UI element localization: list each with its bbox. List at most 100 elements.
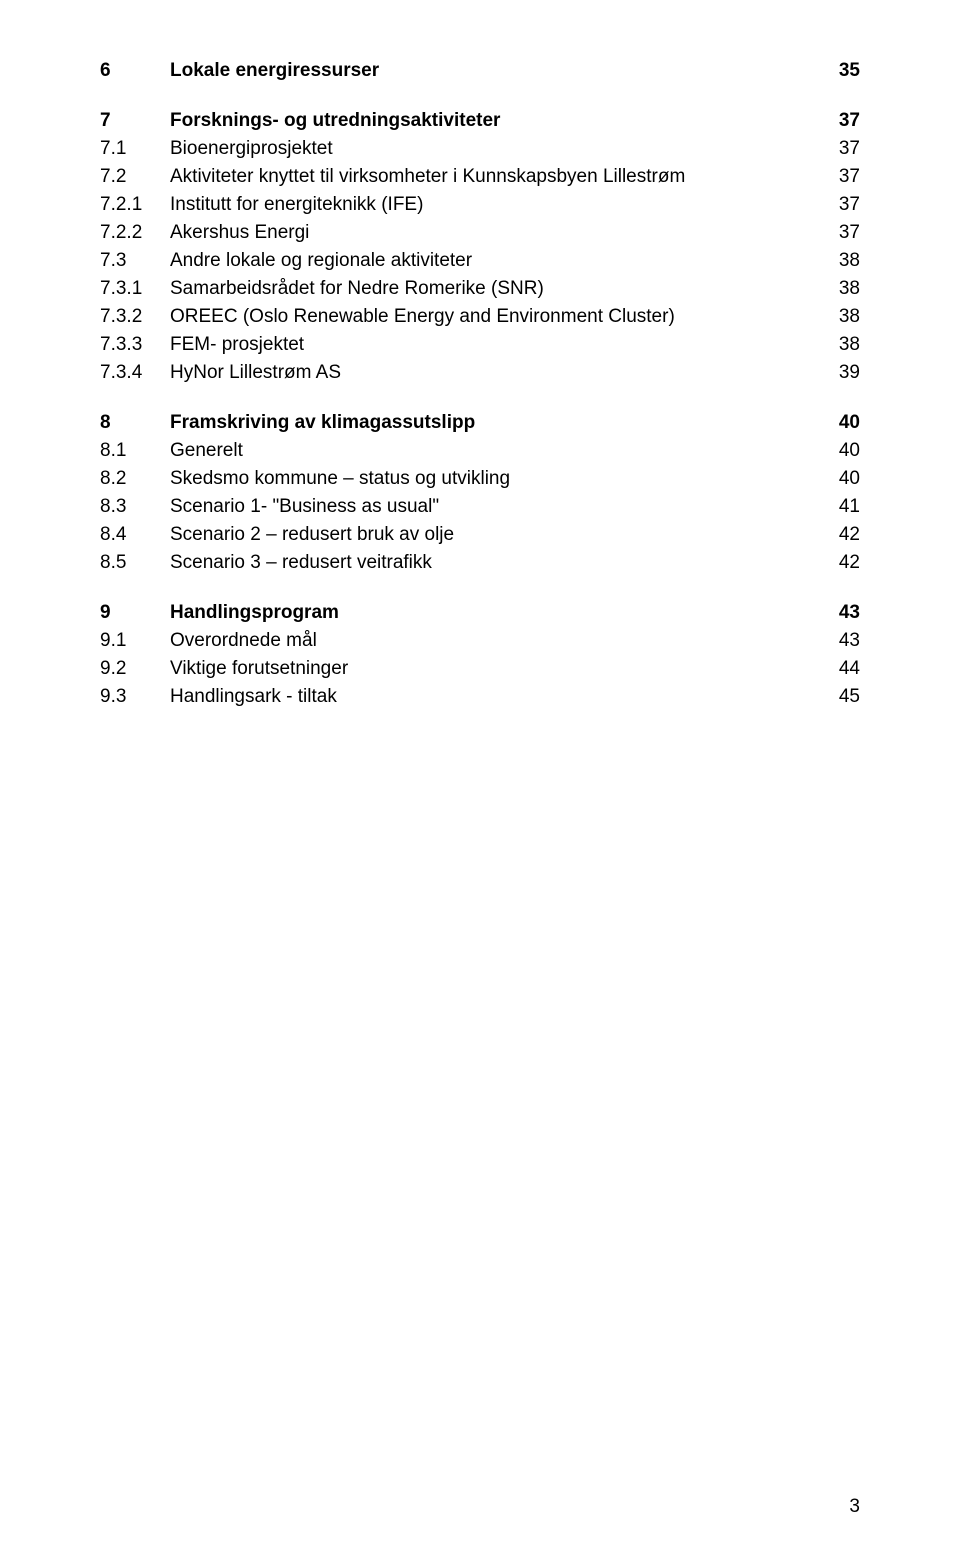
toc-row: 7.3.3FEM- prosjektet 38 — [100, 334, 860, 356]
toc-left: 8.4Scenario 2 – redusert bruk av olje — [100, 524, 454, 546]
toc-left: 7.3.3FEM- prosjektet — [100, 334, 304, 356]
toc-title: FEM- prosjektet — [170, 334, 304, 356]
toc-num: 9.1 — [100, 630, 170, 652]
toc-num: 7.1 — [100, 138, 170, 160]
toc-row: 9.3Handlingsark - tiltak 45 — [100, 686, 860, 708]
toc-page: 40 — [824, 468, 860, 490]
toc-page: 38 — [824, 334, 860, 356]
toc-title: Andre lokale og regionale aktiviteter — [170, 250, 472, 272]
toc-title: Akershus Energi — [170, 222, 309, 244]
toc-title: OREEC (Oslo Renewable Energy and Environ… — [170, 306, 675, 328]
toc-page: 44 — [824, 658, 860, 680]
toc-left: 7Forsknings- og utredningsaktiviteter — [100, 110, 500, 132]
toc-num: 7.3.1 — [100, 278, 170, 300]
toc-title: Handlingsark - tiltak — [170, 686, 337, 708]
toc-row: 7.3.4HyNor Lillestrøm AS 39 — [100, 362, 860, 384]
toc-row: 7.3.2OREEC (Oslo Renewable Energy and En… — [100, 306, 860, 328]
toc-title: Handlingsprogram — [170, 602, 339, 624]
toc-left: 9.3Handlingsark - tiltak — [100, 686, 337, 708]
page-number: 3 — [849, 1496, 860, 1518]
toc-left: 7.3.2OREEC (Oslo Renewable Energy and En… — [100, 306, 675, 328]
toc-title: Samarbeidsrådet for Nedre Romerike (SNR) — [170, 278, 544, 300]
toc-row: 9.1Overordnede mål 43 — [100, 630, 860, 652]
toc-row: 8.1Generelt40 — [100, 440, 860, 462]
toc-page: 42 — [824, 524, 860, 546]
toc-num: 7.2.2 — [100, 222, 170, 244]
toc-left: 9Handlingsprogram — [100, 602, 339, 624]
toc-page: 43 — [824, 602, 860, 624]
toc-num: 8.1 — [100, 440, 170, 462]
toc-page: 38 — [824, 278, 860, 300]
toc-row: 7.3.1Samarbeidsrådet for Nedre Romerike … — [100, 278, 860, 300]
toc-title: Bioenergiprosjektet — [170, 138, 333, 160]
toc-left: 8Framskriving av klimagassutslipp — [100, 412, 475, 434]
toc-row: 6Lokale energiressurser 35 — [100, 60, 860, 82]
toc-left: 7.2.2Akershus Energi — [100, 222, 309, 244]
toc-left: 6Lokale energiressurser — [100, 60, 379, 82]
toc-row: 8.5Scenario 3 – redusert veitrafikk 42 — [100, 552, 860, 574]
toc-num: 7.3.2 — [100, 306, 170, 328]
toc-row: 7Forsknings- og utredningsaktiviteter 37 — [100, 110, 860, 132]
toc-title: Scenario 2 – redusert bruk av olje — [170, 524, 454, 546]
toc-num: 9.2 — [100, 658, 170, 680]
toc-num: 8.2 — [100, 468, 170, 490]
toc-left: 7.1Bioenergiprosjektet — [100, 138, 333, 160]
toc-page: 43 — [824, 630, 860, 652]
toc-row: 7.2.1Institutt for energiteknikk (IFE) 37 — [100, 194, 860, 216]
toc-title: Lokale energiressurser — [170, 60, 379, 82]
toc-num: 7.2 — [100, 166, 170, 188]
toc-row: 8Framskriving av klimagassutslipp 40 — [100, 412, 860, 434]
toc-left: 7.3.1Samarbeidsrådet for Nedre Romerike … — [100, 278, 544, 300]
toc-title: Scenario 1- "Business as usual" — [170, 496, 439, 518]
toc-row: 8.4Scenario 2 – redusert bruk av olje 42 — [100, 524, 860, 546]
toc-row: 8.2Skedsmo kommune – status og utvikling… — [100, 468, 860, 490]
toc-container: 6Lokale energiressurser 35 7Forsknings- og… — [100, 60, 860, 708]
toc-page: 42 — [824, 552, 860, 574]
toc-page: 40 — [824, 412, 860, 434]
toc-page: 37 — [824, 194, 860, 216]
toc-page: 38 — [824, 250, 860, 272]
toc-num: 8.5 — [100, 552, 170, 574]
toc-num: 9 — [100, 602, 170, 624]
toc-num: 8 — [100, 412, 170, 434]
toc-row: 7.3Andre lokale og regionale aktiviteter… — [100, 250, 860, 272]
toc-num: 7.3.3 — [100, 334, 170, 356]
toc-title: Aktiviteter knyttet til virksomheter i K… — [170, 166, 685, 188]
toc-left: 8.5Scenario 3 – redusert veitrafikk — [100, 552, 432, 574]
toc-num: 7 — [100, 110, 170, 132]
toc-row: 8.3Scenario 1- "Business as usual" 41 — [100, 496, 860, 518]
toc-num: 8.4 — [100, 524, 170, 546]
toc-title: Framskriving av klimagassutslipp — [170, 412, 475, 434]
toc-left: 7.3Andre lokale og regionale aktiviteter — [100, 250, 472, 272]
toc-title: Forsknings- og utredningsaktiviteter — [170, 110, 500, 132]
toc-title: Skedsmo kommune – status og utvikling — [170, 468, 510, 490]
toc-title: HyNor Lillestrøm AS — [170, 362, 341, 384]
toc-left: 8.2Skedsmo kommune – status og utvikling — [100, 468, 510, 490]
toc-num: 9.3 — [100, 686, 170, 708]
toc-left: 9.2Viktige forutsetninger — [100, 658, 348, 680]
toc-page: 35 — [824, 60, 860, 82]
toc-page: 37 — [824, 138, 860, 160]
toc-left: 7.3.4HyNor Lillestrøm AS — [100, 362, 341, 384]
toc-page: 38 — [824, 306, 860, 328]
toc-left: 8.1Generelt — [100, 440, 243, 462]
toc-num: 8.3 — [100, 496, 170, 518]
toc-page: 45 — [824, 686, 860, 708]
toc-left: 8.3Scenario 1- "Business as usual" — [100, 496, 439, 518]
toc-title: Viktige forutsetninger — [170, 658, 348, 680]
toc-page: 39 — [824, 362, 860, 384]
toc-page: 41 — [824, 496, 860, 518]
toc-left: 7.2Aktiviteter knyttet til virksomheter … — [100, 166, 685, 188]
toc-num: 7.2.1 — [100, 194, 170, 216]
toc-title: Scenario 3 – redusert veitrafikk — [170, 552, 432, 574]
toc-row: 7.2Aktiviteter knyttet til virksomheter … — [100, 166, 860, 188]
toc-row: 7.2.2Akershus Energi 37 — [100, 222, 860, 244]
toc-row: 7.1Bioenergiprosjektet 37 — [100, 138, 860, 160]
toc-left: 9.1Overordnede mål — [100, 630, 317, 652]
toc-num: 7.3.4 — [100, 362, 170, 384]
toc-left: 7.2.1Institutt for energiteknikk (IFE) — [100, 194, 423, 216]
toc-title: Institutt for energiteknikk (IFE) — [170, 194, 423, 216]
toc-page: 37 — [824, 222, 860, 244]
toc-row: 9.2Viktige forutsetninger 44 — [100, 658, 860, 680]
toc-page: 37 — [824, 110, 860, 132]
